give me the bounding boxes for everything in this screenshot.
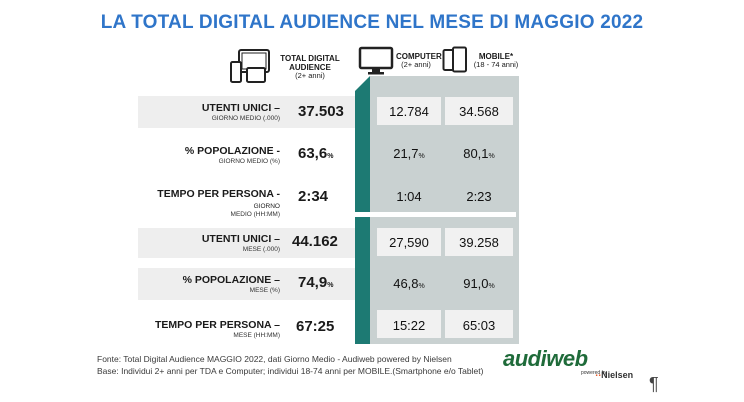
teal-notch xyxy=(355,76,370,91)
computer-value: 27,590 xyxy=(377,235,441,250)
tda-unit: % xyxy=(327,282,334,289)
computer-value-text: 15:22 xyxy=(392,318,426,333)
cell-bg xyxy=(445,228,513,256)
row-label-main: TEMPO PER PERSONA – xyxy=(154,319,280,331)
tda-value: 63,6% xyxy=(298,145,333,162)
mobile-value-text: 2:23 xyxy=(466,189,492,204)
audiweb-logo: audiweb powered by ⋅⋅Nielsen xyxy=(503,346,643,386)
tda-value-text: 44.162 xyxy=(292,233,338,250)
mobile-value: 91,0% xyxy=(445,276,513,291)
tda-value-text: 2:34 xyxy=(298,188,329,205)
mobile-value-text: 80,1 xyxy=(463,146,489,161)
cell-bg xyxy=(377,228,441,256)
mobile-unit: % xyxy=(488,283,495,290)
mobile-value-text: 39.258 xyxy=(459,235,499,250)
devices-icon xyxy=(229,48,273,90)
header-mobile-line1: MOBILE* xyxy=(478,52,514,61)
row-bg-5 xyxy=(138,268,355,300)
mobile-value: 39.258 xyxy=(445,235,513,250)
header-tda-sub: (2+ anni) xyxy=(295,71,325,81)
mobile-value: 2:23 xyxy=(445,189,513,204)
tda-value: 2:34 xyxy=(298,188,328,205)
computer-monitor-icon xyxy=(358,46,394,76)
tda-value-text: 67:25 xyxy=(296,318,335,335)
header-computer-sub: (2+ anni) xyxy=(401,60,431,70)
tda-value-text: 63,6 xyxy=(298,145,328,162)
row-label-main: UTENTI UNICI – xyxy=(201,102,280,114)
row-label: % POPOLAZIONE – MESE (%) xyxy=(140,275,280,294)
section-divider xyxy=(138,212,516,217)
computer-unit: % xyxy=(418,283,425,290)
header-computer-line1: COMPUTER xyxy=(396,52,442,61)
row-label: TEMPO PER PERSONA - GIORNO MEDIO (HH:MM) xyxy=(140,189,280,219)
mobile-value: 34.568 xyxy=(445,104,513,119)
row-label-main: % POPOLAZIONE - xyxy=(184,145,280,157)
row-label: UTENTI UNICI – GIORNO MEDIO (.000) xyxy=(140,103,280,122)
header-mobile: MOBILE* (18 - 74 anni) xyxy=(468,52,524,70)
header-tda-line2: AUDIENCE xyxy=(289,63,331,73)
row-label-inline-sub: GIORNO xyxy=(253,202,280,210)
teal-separator xyxy=(355,76,370,344)
logo-powered: powered by xyxy=(581,370,607,376)
mobile-value-text: 34.568 xyxy=(459,104,499,119)
page-title: LA TOTAL DIGITAL AUDIENCE NEL MESE DI MA… xyxy=(100,12,644,33)
row-label: TEMPO PER PERSONA – MESE (HH:MM) xyxy=(140,320,280,339)
mobile-unit: % xyxy=(488,153,495,160)
row-label-sub: MESE (%) xyxy=(249,286,280,294)
row-label-main: UTENTI UNICI – xyxy=(201,233,280,245)
computer-value: 46,8% xyxy=(377,276,441,291)
row-label-sub: GIORNO MEDIO (%) xyxy=(218,157,280,165)
row-label: UTENTI UNICI – MESE (.000) xyxy=(140,234,280,253)
header-computer: COMPUTER (2+ anni) xyxy=(396,52,442,70)
computer-value: 21,7% xyxy=(377,146,441,161)
cell-bg xyxy=(377,97,441,125)
mobile-value: 80,1% xyxy=(445,146,513,161)
computer-value-text: 27,590 xyxy=(389,235,429,250)
row-label-main: % POPOLAZIONE – xyxy=(182,274,280,286)
pilcrow-mark: ¶ xyxy=(649,374,659,394)
header-tda-line1: TOTAL DIGITAL xyxy=(280,54,340,63)
computer-value-text: 12.784 xyxy=(389,104,429,119)
computer-value: 12.784 xyxy=(377,104,441,119)
cell-bg xyxy=(445,310,513,338)
cell-bg xyxy=(445,97,513,125)
computer-value: 15:22 xyxy=(377,318,441,333)
tda-value-text: 74,9 xyxy=(298,274,328,291)
row-label-sub: MESE (.000) xyxy=(242,245,280,253)
header-mobile-sub: (18 - 74 anni) xyxy=(473,60,519,70)
tda-value: 37.503 xyxy=(298,103,344,120)
row-bg-1 xyxy=(138,96,355,128)
row-label: % POPOLAZIONE - GIORNO MEDIO (%) xyxy=(140,146,280,165)
header-tda: TOTAL DIGITAL AUDIENCE (2+ anni) xyxy=(275,54,345,81)
mobile-value: 65:03 xyxy=(445,318,513,333)
computer-value: 1:04 xyxy=(377,189,441,204)
tda-value: 67:25 xyxy=(296,318,334,335)
computer-unit: % xyxy=(418,153,425,160)
row-label-sub: MEDIO (HH:MM) xyxy=(230,211,280,218)
computer-value-text: 21,7 xyxy=(393,146,419,161)
cell-bg xyxy=(377,310,441,338)
tda-unit: % xyxy=(327,153,334,160)
row-label-main: TEMPO PER PERSONA - GIORNO xyxy=(140,189,280,210)
logo-partner: ⋅⋅Nielsen xyxy=(595,370,633,380)
row-label-sub: GIORNO MEDIO (.000) xyxy=(211,114,280,122)
logo-partner-text: Nielsen xyxy=(601,370,634,380)
footer-source: Fonte: Total Digital Audience MAGGIO 202… xyxy=(97,354,452,364)
tda-value-text: 37.503 xyxy=(298,103,344,120)
computer-value-text: 1:04 xyxy=(396,189,422,204)
computer-value-text: 46,8 xyxy=(393,276,419,291)
footer-base: Base: Individui 2+ anni per TDA e Comput… xyxy=(97,366,484,376)
mobile-devices-icon xyxy=(442,46,468,74)
nielsen-dots-icon: ⋅⋅ xyxy=(595,371,602,380)
tda-value: 44.162 xyxy=(292,233,338,250)
row-bg-4 xyxy=(138,228,355,258)
row-label-sub: MESE (HH:MM) xyxy=(233,331,280,339)
row-label-main-text: TEMPO PER PERSONA - xyxy=(157,188,280,200)
mobile-value-text: 65:03 xyxy=(462,318,496,333)
tda-value: 74,9% xyxy=(298,274,333,291)
logo-brand: audiweb xyxy=(503,346,588,371)
mobile-value-text: 91,0 xyxy=(463,276,489,291)
